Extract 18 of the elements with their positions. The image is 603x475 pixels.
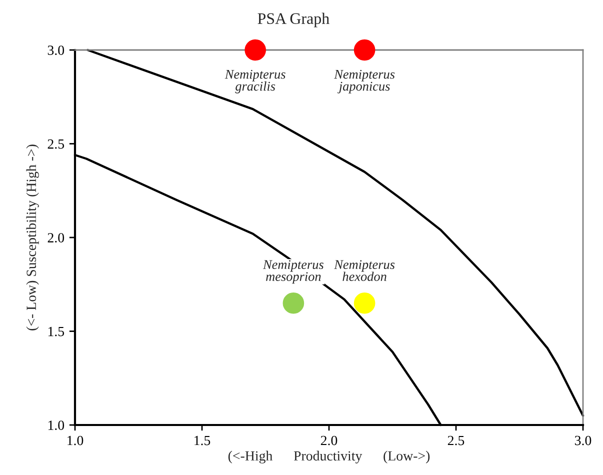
x-tick-label: 1.5 <box>194 436 210 446</box>
x-tick-label: 2.0 <box>320 436 338 446</box>
x-tick-label: 3.0 <box>574 436 592 446</box>
x-axis-title: (<-High Productivity (Low->) <box>228 450 430 464</box>
chart-title: PSA Graph <box>258 12 330 28</box>
y-tick-label: 1.5 <box>48 326 64 336</box>
y-tick-label: 3.0 <box>48 46 64 56</box>
x-tick-label: 1.0 <box>68 436 84 446</box>
annotation: Nemipterus gracilis <box>224 70 286 94</box>
annotation: Nemipterus mesoprion <box>262 260 324 284</box>
y-axis-title: (<- Low) Susceptibility (High ->) <box>26 144 39 330</box>
y-tick-label: 2.0 <box>48 233 64 243</box>
line-series <box>86 48 584 417</box>
y-tick-label: 1.0 <box>48 420 64 430</box>
annotation: Nemipterus hexodon <box>334 260 395 282</box>
annotation: Nemipterus japonicus <box>334 70 395 94</box>
y-tick-label: 2.5 <box>48 139 64 149</box>
x-tick-label: 2.5 <box>448 436 464 446</box>
